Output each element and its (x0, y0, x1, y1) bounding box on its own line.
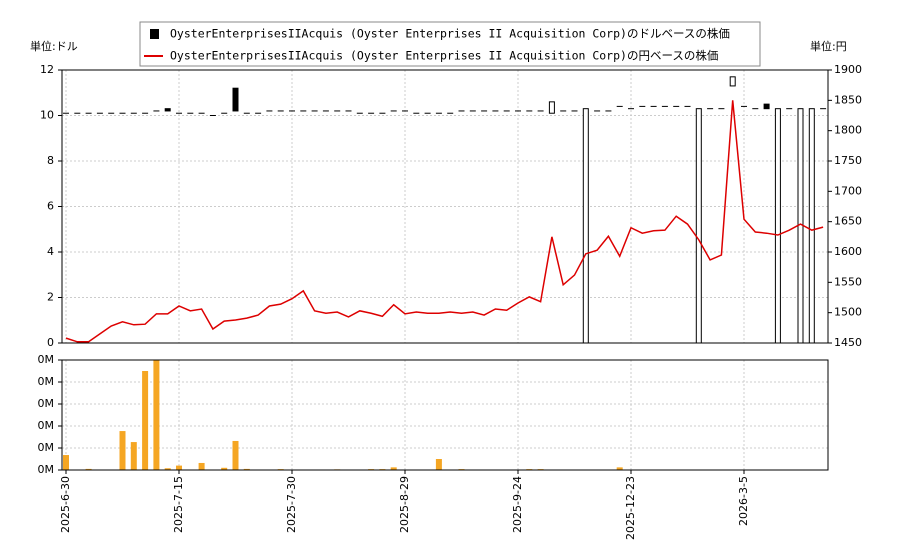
x-tick-label: 2025-9-24 (511, 476, 524, 533)
y2-tick-label: 1750 (834, 154, 862, 167)
candle (695, 108, 702, 344)
volume-bar (63, 455, 69, 470)
candle (729, 76, 736, 87)
volume-bar (85, 468, 92, 470)
y2-tick-label: 1650 (834, 215, 862, 228)
candle (808, 108, 815, 344)
volume-bar (164, 468, 171, 470)
y-unit-label: 単位:ドル (30, 39, 78, 53)
candle (232, 87, 239, 112)
x-tick-label: 2026-3-5 (737, 476, 750, 526)
legend-box (139, 21, 761, 67)
volume-bar (616, 467, 623, 470)
y2-tick-label: 1700 (834, 184, 862, 197)
y2-tick-label: 1500 (834, 306, 862, 319)
y2-tick-label: 1850 (834, 93, 862, 106)
volume-bar (435, 459, 442, 470)
y-tick-label: 0M (38, 441, 55, 454)
x-tick-label: 2025-12-23 (624, 476, 637, 540)
y-tick-label: 0M (38, 463, 55, 476)
candle (164, 108, 171, 112)
y-tick-label: 0M (38, 353, 55, 366)
price-line (65, 100, 824, 343)
y-tick-label: 0M (38, 397, 55, 410)
y2-tick-label: 1900 (834, 63, 862, 76)
volume-bar (221, 467, 228, 470)
y-tick-label: 10 (40, 109, 54, 122)
volume-bar (153, 360, 160, 470)
volume-bar (176, 465, 182, 470)
x-tick-label: 2025-7-15 (172, 476, 185, 533)
y-tick-label: 0M (38, 419, 55, 432)
candle (548, 101, 555, 114)
legend-swatch (150, 29, 159, 39)
volume-bar (243, 468, 250, 470)
volume-bar (232, 440, 239, 470)
y-tick-label: 0 (47, 336, 54, 349)
candle (763, 103, 770, 110)
y2-tick-label: 1550 (834, 275, 862, 288)
volume-bar (390, 467, 397, 470)
y2-tick-label: 1600 (834, 245, 862, 258)
y-tick-label: 12 (40, 63, 54, 76)
legend-label: OysterEnterprisesIIAcquis (Oyster Enterp… (170, 27, 730, 41)
y-tick-label: 6 (47, 200, 54, 213)
volume-bar (198, 462, 205, 470)
legend-label: OysterEnterprisesIIAcquis (Oyster Enterp… (170, 49, 718, 63)
plot-frame (61, 359, 829, 471)
x-tick-label: 2025-7-30 (285, 476, 298, 533)
plot-frame (61, 69, 829, 344)
x-tick-label: 2025-6-30 (59, 476, 72, 533)
x-tick-label: 2025-8-29 (398, 476, 411, 533)
volume-bar (142, 371, 149, 470)
candle (774, 108, 781, 344)
y-tick-label: 0M (38, 375, 55, 388)
y2-tick-label: 1800 (834, 124, 862, 137)
y2-unit-label: 単位:円 (810, 39, 847, 53)
y-tick-label: 8 (47, 154, 54, 167)
y-tick-label: 4 (47, 245, 54, 258)
y2-tick-label: 1450 (834, 336, 862, 349)
volume-bar (119, 431, 126, 470)
volume-bar (130, 442, 137, 470)
y-tick-label: 2 (47, 291, 54, 304)
candle (582, 108, 589, 344)
